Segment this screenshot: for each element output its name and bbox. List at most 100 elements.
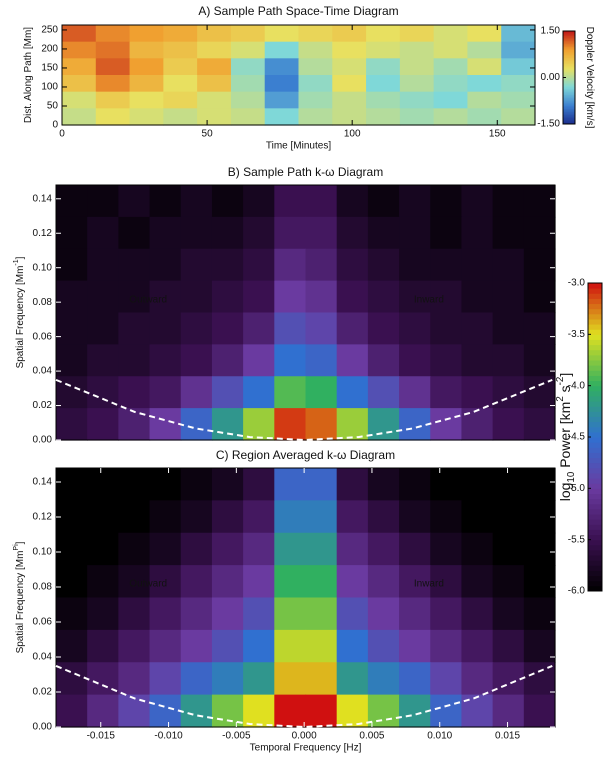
heatmap-cell bbox=[336, 468, 369, 501]
heatmap-cell bbox=[305, 694, 338, 728]
heatmap-cell bbox=[129, 41, 164, 59]
y-tick-label: 0.08 bbox=[33, 297, 53, 308]
colorbar-label: log10 Power [km2 s-2] bbox=[555, 373, 577, 502]
heatmap-cell bbox=[230, 41, 266, 59]
heatmap-cell bbox=[461, 280, 494, 314]
y-axis-label: Dist. Along Path [Mm] bbox=[23, 27, 34, 123]
colorbar-swatch bbox=[563, 108, 575, 111]
heatmap-cell bbox=[336, 694, 369, 728]
heatmap-cell bbox=[180, 629, 213, 663]
heatmap-cell bbox=[501, 108, 536, 126]
colorbar-swatch bbox=[563, 88, 575, 91]
colorbar-swatch bbox=[588, 380, 602, 387]
heatmap-cell bbox=[461, 376, 494, 409]
heatmap-cell bbox=[274, 500, 307, 534]
colorbar-swatch bbox=[588, 472, 602, 479]
heatmap-cell bbox=[56, 280, 88, 314]
heatmap-cell bbox=[95, 108, 131, 126]
heatmap-cell bbox=[523, 532, 556, 566]
heatmap-cell bbox=[243, 694, 275, 728]
x-tick-label: -0.010 bbox=[154, 731, 183, 742]
heatmap-cell bbox=[180, 662, 213, 696]
colorbar-swatch bbox=[563, 110, 575, 113]
y-tick-label: 200 bbox=[41, 44, 58, 55]
heatmap-cell bbox=[399, 312, 431, 345]
colorbar-swatch bbox=[563, 34, 575, 37]
heatmap-cell bbox=[461, 500, 494, 534]
heatmap-cell bbox=[211, 500, 244, 534]
heatmap-cell bbox=[87, 694, 119, 728]
x-tick-label: 0.000 bbox=[292, 731, 317, 742]
heatmap-cell bbox=[492, 280, 525, 314]
heatmap-cell bbox=[118, 532, 151, 566]
heatmap-cell bbox=[180, 597, 213, 631]
colorbar-swatch bbox=[588, 360, 602, 366]
x-tick-label: -0.015 bbox=[87, 731, 116, 742]
colorbar-swatch bbox=[563, 77, 575, 80]
colorbar-swatch bbox=[563, 117, 575, 120]
heatmap-cell bbox=[492, 468, 525, 501]
heatmap-cell bbox=[523, 344, 556, 377]
colorbar-tick-label: 0.00 bbox=[541, 72, 561, 83]
x-tick-label: -0.005 bbox=[222, 731, 251, 742]
heatmap-cell bbox=[62, 108, 97, 126]
heatmap-cell bbox=[95, 58, 131, 76]
heatmap-cell bbox=[492, 629, 525, 663]
heatmap-cell bbox=[243, 280, 275, 314]
colorbar-swatch bbox=[588, 503, 602, 510]
y-tick-label: 0.14 bbox=[33, 477, 53, 488]
heatmap-cell bbox=[149, 662, 182, 696]
heatmap-cell bbox=[430, 597, 463, 631]
heatmap-cell bbox=[274, 408, 307, 441]
heatmap-cell bbox=[264, 58, 300, 76]
colorbar-swatch bbox=[588, 462, 602, 469]
heatmap-cell bbox=[399, 58, 435, 76]
colorbar-swatch bbox=[563, 60, 575, 63]
heatmap-cell bbox=[118, 597, 151, 631]
heatmap-cell bbox=[149, 248, 182, 282]
heatmap-cell bbox=[274, 468, 307, 501]
heatmap-cell bbox=[118, 500, 151, 534]
heatmap-cell bbox=[367, 185, 400, 218]
colorbar-swatch bbox=[588, 411, 602, 417]
colorbar-swatch bbox=[588, 478, 602, 484]
heatmap-cell bbox=[399, 662, 431, 696]
heatmap-cell bbox=[433, 25, 469, 43]
heatmap-cell bbox=[87, 185, 119, 218]
colorbar-tick-label: -5.0 bbox=[568, 483, 586, 494]
panel-title: A) Sample Path Space-Time Diagram bbox=[198, 4, 398, 18]
x-tick-label: 150 bbox=[489, 129, 506, 140]
heatmap-cell bbox=[243, 597, 275, 631]
heatmap-cell bbox=[129, 91, 164, 109]
colorbar-swatch bbox=[588, 498, 602, 505]
colorbar-swatch bbox=[563, 119, 575, 122]
colorbar-swatch bbox=[563, 80, 575, 83]
heatmap-cell bbox=[492, 185, 525, 218]
heatmap-cell bbox=[87, 312, 119, 345]
heatmap-cell bbox=[430, 629, 463, 663]
heatmap-cell bbox=[399, 41, 435, 59]
heatmap-cell bbox=[367, 500, 400, 534]
heatmap-cell bbox=[211, 468, 244, 501]
x-tick-label: 100 bbox=[344, 129, 361, 140]
heatmap-cell bbox=[492, 500, 525, 534]
heatmap-cell bbox=[274, 694, 307, 728]
colorbar-swatch bbox=[563, 48, 575, 51]
colorbar-swatch bbox=[563, 116, 575, 119]
heatmap-cell bbox=[87, 500, 119, 534]
heatmap-cell bbox=[211, 344, 244, 377]
colorbar-swatch bbox=[563, 102, 575, 105]
colorbar-swatch bbox=[588, 365, 602, 371]
label-part: Power [km bbox=[557, 402, 573, 472]
heatmap-cell bbox=[305, 468, 338, 501]
heatmap-cell bbox=[492, 597, 525, 631]
heatmap-cell bbox=[118, 216, 151, 250]
heatmap-cell bbox=[274, 185, 307, 218]
heatmap-cell bbox=[87, 468, 119, 501]
colorbar-swatch bbox=[563, 58, 575, 61]
colorbar-swatch bbox=[588, 313, 602, 320]
heatmap-cell bbox=[399, 216, 431, 250]
heatmap-cell bbox=[163, 108, 198, 126]
y-tick-label: 0.10 bbox=[33, 547, 53, 558]
heatmap-cell bbox=[523, 694, 556, 728]
